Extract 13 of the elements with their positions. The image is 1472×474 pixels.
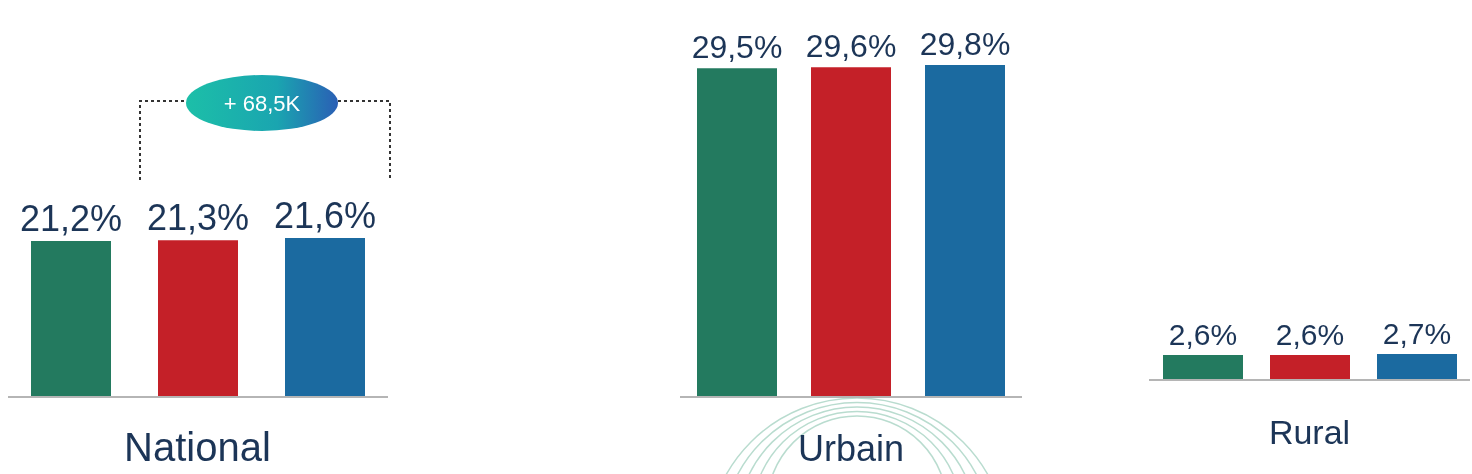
x-axis-title: National [124, 425, 271, 469]
x-axis-title: Urbain [797, 428, 905, 469]
data-label: 29,8% [919, 26, 1011, 62]
data-label: 21,6% [273, 195, 377, 236]
data-label: 2,6% [1168, 317, 1238, 351]
data-label: 21,2% [19, 197, 123, 239]
data-label: 2,6% [1275, 317, 1345, 351]
data-label: 29,5% [691, 29, 783, 66]
data-label: 29,6% [805, 28, 897, 65]
data-label: 21,3% [146, 197, 250, 239]
data-label: 2,7% [1382, 317, 1452, 350]
text: + 68,5K [223, 91, 301, 116]
x-axis-title: Rural [1268, 413, 1351, 451]
